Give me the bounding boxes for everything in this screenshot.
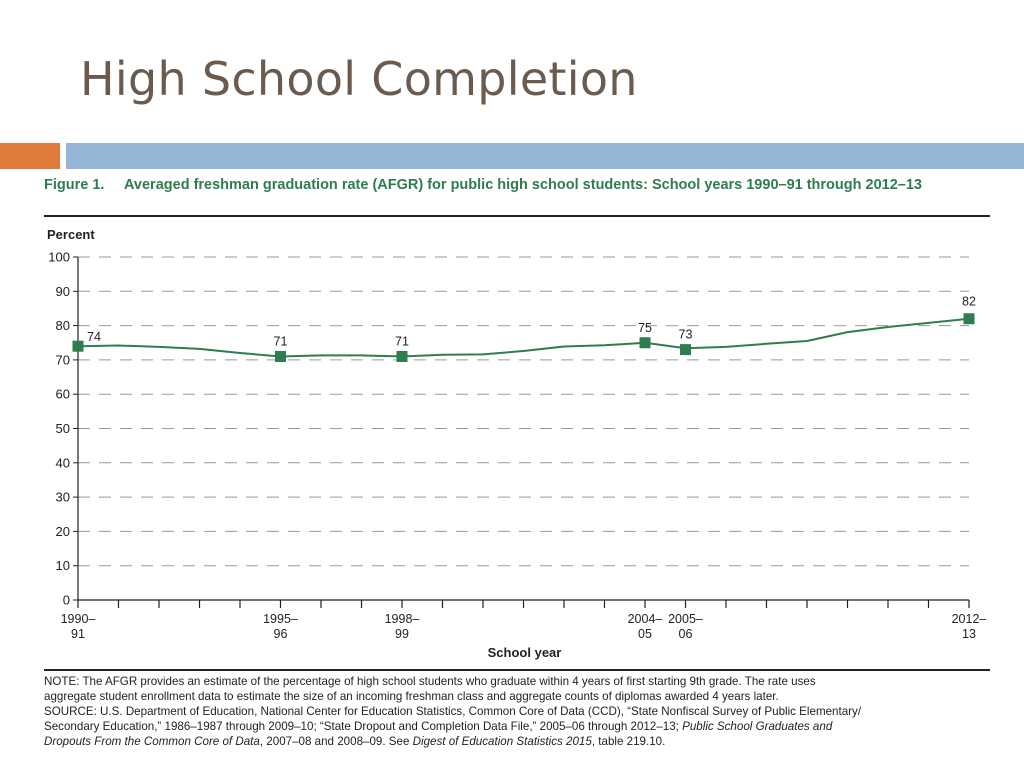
accent-bar-orange	[0, 143, 60, 169]
data-point	[963, 313, 975, 325]
data-point	[396, 350, 408, 362]
y-tick-label: 10	[56, 558, 70, 573]
data-label: 75	[638, 321, 652, 335]
data-point	[72, 340, 84, 352]
y-tick-label: 40	[56, 455, 70, 470]
y-tick-label: 30	[56, 490, 70, 505]
slide-title: High School Completion	[80, 52, 638, 106]
y-tick-label: 0	[63, 593, 70, 608]
x-axis-label: School year	[488, 645, 562, 660]
accent-bar-blue	[66, 143, 1024, 169]
y-tick-label: 80	[56, 318, 70, 333]
y-tick-label: 90	[56, 284, 70, 299]
y-tick-label: 70	[56, 352, 70, 367]
note-rule	[44, 669, 990, 671]
caption-rule	[44, 215, 990, 217]
note-line: aggregate student enrollment data to est…	[44, 690, 779, 703]
y-axis-label: Percent	[47, 227, 95, 242]
x-tick-label: 96	[274, 627, 288, 641]
figure-label: Figure 1.	[44, 177, 105, 193]
data-label: 71	[395, 334, 409, 348]
data-label: 73	[679, 328, 693, 342]
data-label: 74	[87, 330, 101, 344]
note-line: NOTE: The AFGR provides an estimate of t…	[44, 675, 816, 688]
source-line: SOURCE: U.S. Department of Education, Na…	[44, 705, 862, 718]
x-tick-label: 1998–	[385, 612, 420, 626]
y-tick-label: 20	[56, 524, 70, 539]
y-tick-label: 50	[56, 421, 70, 436]
x-tick-label: 2005–	[668, 612, 703, 626]
data-label: 71	[274, 334, 288, 348]
source-line: Secondary Education,” 1986–1987 through …	[44, 720, 833, 733]
x-tick-label: 05	[638, 627, 652, 641]
y-tick-label: 60	[56, 387, 70, 402]
x-tick-label: 13	[962, 627, 976, 641]
series-line	[77, 317, 970, 358]
data-label: 82	[962, 295, 976, 309]
x-tick-label: 99	[395, 627, 409, 641]
figure-note: NOTE: The AFGR provides an estimate of t…	[44, 674, 994, 749]
source-line: Dropouts From the Common Core of Data, 2…	[44, 735, 666, 748]
figure-title: Averaged freshman graduation rate (AFGR)…	[124, 177, 922, 193]
x-tick-label: 2004–	[628, 612, 663, 626]
x-tick-label: 91	[71, 627, 85, 641]
data-point	[275, 350, 286, 362]
x-tick-label: 06	[679, 627, 693, 641]
data-point	[680, 344, 691, 356]
data-point	[639, 337, 651, 349]
x-tick-label: 1995–	[263, 612, 298, 626]
line-chart: Percent 0 10 20 30 40 50 60 70 80 90 100 1990–91 1995…	[47, 227, 987, 660]
y-tick-label: 100	[48, 250, 70, 265]
x-tick-label: 2012–	[952, 612, 987, 626]
x-tick-label: 1990–	[61, 612, 96, 626]
